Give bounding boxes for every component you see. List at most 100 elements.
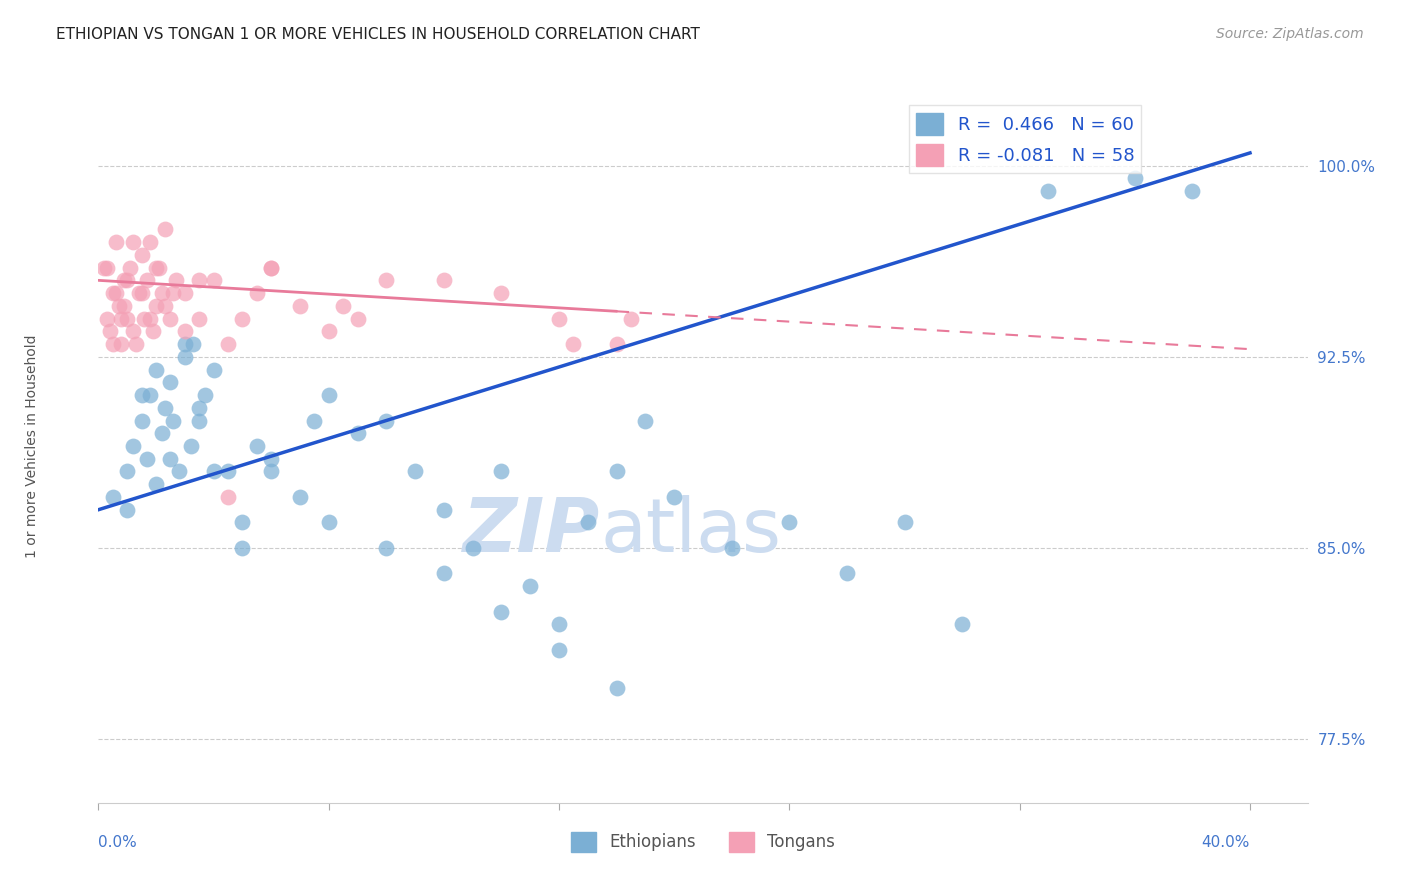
Legend: Ethiopians, Tongans: Ethiopians, Tongans [564,825,842,859]
Point [491,605,513,619]
Point [433,566,456,581]
Point [101,337,124,351]
Point [173,350,195,364]
Point [835,566,858,581]
Point [134,311,156,326]
Point [217,465,239,479]
Point [101,286,124,301]
Point [96,260,118,275]
Point [139,388,162,402]
Point [491,465,513,479]
Point [162,286,184,301]
Point [202,273,225,287]
Point [125,337,148,351]
Point [433,273,456,287]
Point [96,311,118,326]
Point [246,439,269,453]
Point [1123,171,1146,186]
Text: atlas: atlas [600,495,782,568]
Point [153,401,176,415]
Point [491,286,513,301]
Point [606,681,628,695]
Point [231,516,253,530]
Point [110,337,132,351]
Point [136,451,159,466]
Point [260,465,283,479]
Point [112,299,135,313]
Point [260,260,283,275]
Point [139,311,162,326]
Point [159,451,181,466]
Point [180,439,202,453]
Point [112,273,135,287]
Point [188,311,211,326]
Point [162,413,184,427]
Point [231,311,253,326]
Point [346,426,368,441]
Point [332,299,354,313]
Text: ETHIOPIAN VS TONGAN 1 OR MORE VEHICLES IN HOUSEHOLD CORRELATION CHART: ETHIOPIAN VS TONGAN 1 OR MORE VEHICLES I… [56,27,700,42]
Point [153,299,176,313]
Point [576,516,599,530]
Point [98,324,121,338]
Text: ZIP: ZIP [463,495,600,568]
Point [950,617,973,632]
Point [548,617,571,632]
Point [110,311,132,326]
Point [194,388,217,402]
Point [107,299,129,313]
Point [173,286,195,301]
Point [93,260,115,275]
Point [136,273,159,287]
Point [101,490,124,504]
Point [131,413,153,427]
Point [318,516,340,530]
Point [246,286,269,301]
Point [104,235,127,249]
Point [115,311,138,326]
Point [145,299,167,313]
Point [159,311,181,326]
Point [548,311,571,326]
Point [202,362,225,376]
Point [145,260,167,275]
Point [1181,184,1204,198]
Point [188,413,211,427]
Point [548,643,571,657]
Point [142,324,165,338]
Point [122,235,145,249]
Point [562,337,585,351]
Point [375,541,398,555]
Point [404,465,426,479]
Point [217,337,239,351]
Point [122,439,145,453]
Point [188,273,211,287]
Point [131,388,153,402]
Point [120,260,142,275]
Point [165,273,187,287]
Text: 0.0%: 0.0% [98,835,138,850]
Point [664,490,686,504]
Point [318,388,340,402]
Point [260,260,283,275]
Point [231,541,253,555]
Point [115,273,138,287]
Point [606,465,628,479]
Point [318,324,340,338]
Point [260,451,283,466]
Point [139,235,162,249]
Point [122,324,145,338]
Point [183,337,205,351]
Point [433,502,456,516]
Point [145,362,167,376]
Point [1038,184,1060,198]
Point [145,477,167,491]
Point [288,490,311,504]
Point [634,413,657,427]
Point [150,426,173,441]
Point [778,516,800,530]
Point [167,465,190,479]
Point [159,376,181,390]
Point [519,579,541,593]
Point [128,286,150,301]
